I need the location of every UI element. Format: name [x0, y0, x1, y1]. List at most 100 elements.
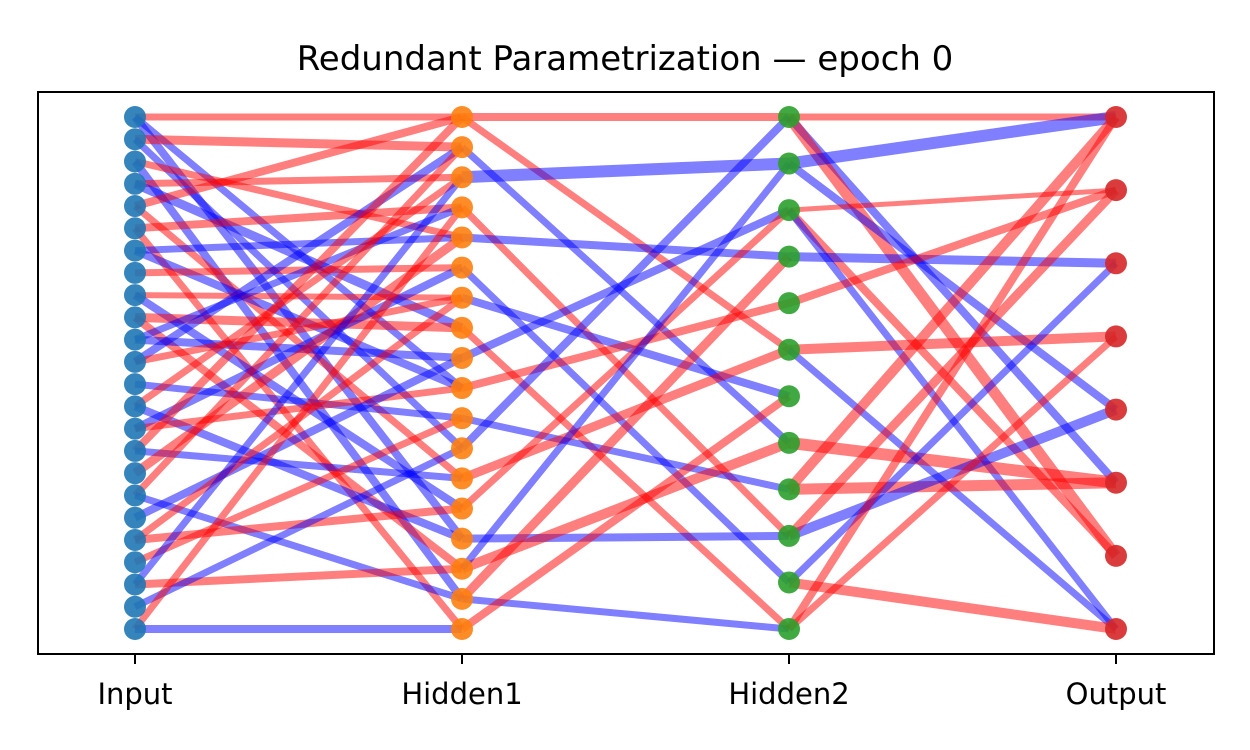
node-input-22 [124, 595, 146, 618]
node-hidden1-15 [451, 557, 473, 580]
node-input-20 [124, 551, 146, 574]
edge-0-21-to-1-2 [132, 175, 465, 587]
layer-nodes [124, 106, 1127, 640]
node-output-6 [1105, 544, 1127, 567]
edge-0-20-to-1-10 [133, 414, 464, 566]
node-hidden2-9 [778, 524, 800, 547]
node-hidden1-9 [451, 377, 473, 400]
edge-1-10-to-2-8 [461, 414, 790, 493]
node-input-4 [124, 195, 146, 218]
node-input-9 [124, 306, 146, 329]
node-input-1 [124, 128, 146, 151]
edge-0-9-to-1-15 [132, 314, 465, 572]
node-hidden1-0 [451, 106, 473, 128]
node-output-1 [1105, 179, 1127, 202]
node-hidden2-4 [778, 292, 800, 315]
edge-1-4-to-2-3 [461, 233, 790, 261]
node-hidden2-2 [778, 199, 800, 222]
node-hidden2-8 [778, 478, 800, 501]
node-hidden1-11 [451, 437, 473, 460]
node-input-17 [124, 484, 146, 507]
node-hidden1-10 [451, 407, 473, 430]
edge-2-10-to-3-2 [786, 260, 1119, 585]
edge-0-10-to-1-3 [133, 204, 464, 343]
node-output-0 [1105, 106, 1127, 128]
edge-0-4-to-1-0 [133, 113, 464, 210]
edge-1-14-to-2-9 [461, 531, 790, 543]
node-hidden2-1 [778, 152, 800, 175]
node-hidden2-3 [778, 245, 800, 268]
node-input-12 [124, 373, 146, 396]
node-hidden1-4 [451, 226, 473, 249]
edge-2-9-to-3-4 [787, 404, 1118, 541]
node-input-0 [124, 106, 146, 128]
connection-edges [131, 111, 1121, 634]
edge-2-11-to-3-3 [786, 333, 1119, 632]
edge-2-10-to-3-7 [788, 577, 1117, 634]
edge-1-13-to-2-2 [459, 207, 792, 512]
edge-2-9-to-3-1 [785, 187, 1120, 540]
node-output-3 [1105, 325, 1127, 348]
edge-0-11-to-1-1 [132, 143, 465, 366]
node-input-18 [124, 506, 146, 529]
node-hidden1-17 [451, 618, 473, 640]
edge-0-17-to-1-1 [132, 144, 465, 498]
node-input-8 [124, 284, 146, 307]
node-input-6 [124, 239, 146, 262]
node-input-13 [124, 395, 146, 418]
diagram-title: Redundant Parametrization — epoch 0 [297, 39, 954, 79]
node-hidden1-12 [451, 467, 473, 490]
node-output-4 [1105, 398, 1127, 421]
edge-0-18-to-1-8 [133, 354, 464, 522]
x-tick-label-output: Output [1066, 677, 1167, 711]
x-tick-label-input: Input [97, 677, 172, 711]
plot-frame [37, 91, 1215, 655]
node-hidden1-14 [451, 527, 473, 550]
node-output-7 [1105, 618, 1127, 640]
node-hidden2-0 [778, 106, 800, 128]
node-input-3 [124, 172, 146, 195]
node-input-14 [124, 417, 146, 440]
node-input-23 [124, 618, 146, 640]
node-input-16 [124, 462, 146, 485]
node-input-2 [124, 150, 146, 173]
node-hidden2-7 [778, 431, 800, 454]
node-hidden2-11 [778, 618, 800, 640]
node-input-19 [124, 528, 146, 551]
x-tick-label-hidden2: Hidden2 [728, 677, 849, 711]
edge-0-2-to-1-4 [134, 158, 463, 241]
node-input-15 [124, 439, 146, 462]
edge-2-11-to-3-0 [785, 114, 1120, 632]
edge-0-13-to-1-2 [132, 174, 465, 410]
node-hidden2-10 [778, 571, 800, 594]
edge-2-3-to-3-2 [788, 252, 1117, 268]
edge-2-1-to-3-0 [788, 111, 1117, 170]
node-hidden2-5 [778, 338, 800, 361]
edge-2-2-to-3-6 [786, 207, 1119, 559]
node-input-21 [124, 573, 146, 596]
edge-0-23-to-1-3 [132, 205, 465, 632]
node-hidden1-6 [451, 286, 473, 309]
edge-0-22-to-1-11 [133, 445, 464, 610]
node-input-10 [124, 328, 146, 351]
node-hidden1-5 [451, 256, 473, 279]
edge-2-7-to-3-5 [788, 436, 1117, 489]
node-hidden2-6 [778, 385, 800, 408]
edge-1-11-to-2-0 [459, 114, 792, 452]
node-hidden1-1 [451, 136, 473, 159]
node-hidden1-2 [451, 166, 473, 189]
node-output-5 [1105, 471, 1127, 494]
edge-1-1-to-2-7 [459, 144, 792, 446]
node-hidden1-16 [451, 587, 473, 610]
edge-0-14-to-1-9 [134, 384, 463, 433]
node-hidden1-3 [451, 196, 473, 219]
edge-0-1-to-1-1 [134, 134, 463, 152]
node-input-11 [124, 350, 146, 373]
edge-2-2-to-3-1 [788, 187, 1117, 213]
edge-1-17-to-2-6 [459, 393, 792, 633]
edge-0-5-to-1-3 [134, 203, 463, 233]
node-hidden1-13 [451, 497, 473, 520]
node-input-5 [124, 217, 146, 240]
node-input-7 [124, 261, 146, 284]
